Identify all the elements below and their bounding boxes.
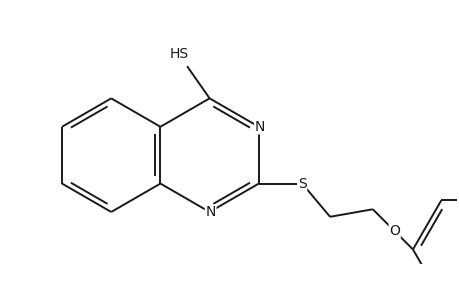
Text: O: O xyxy=(388,224,399,238)
Text: N: N xyxy=(254,120,264,134)
Text: N: N xyxy=(205,205,215,219)
Text: HS: HS xyxy=(169,47,188,61)
Text: S: S xyxy=(297,177,306,190)
